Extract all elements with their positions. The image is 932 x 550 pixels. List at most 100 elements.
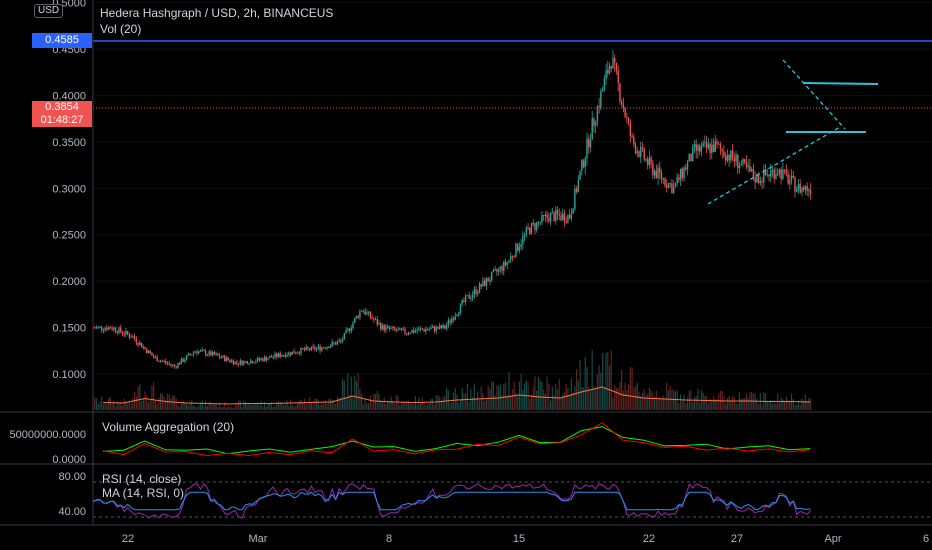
- volume-bar: [348, 395, 351, 410]
- candle-body: [433, 326, 436, 332]
- candle-body: [194, 351, 196, 353]
- volume-bar: [158, 397, 160, 410]
- candle-body: [211, 352, 214, 356]
- volume-bar: [378, 393, 380, 410]
- volume-bar: [629, 367, 631, 410]
- volume-bar: [340, 397, 342, 410]
- volume-bar: [406, 401, 408, 410]
- volume-bar: [560, 398, 562, 410]
- volume-bar: [744, 398, 746, 410]
- candle-body: [109, 327, 112, 329]
- volume-bar: [496, 385, 498, 410]
- candle-body: [792, 175, 794, 178]
- candle-body: [348, 328, 351, 331]
- volume-bar: [735, 403, 737, 410]
- candle-body: [764, 169, 767, 176]
- volume-bar: [343, 380, 345, 410]
- candle-body: [267, 358, 269, 361]
- candle-body: [343, 332, 346, 340]
- candle-body: [700, 146, 703, 152]
- volume-bar: [335, 404, 337, 410]
- candle-body: [763, 169, 765, 183]
- volume-bar: [810, 399, 812, 410]
- candle-body: [163, 361, 165, 363]
- candle-body: [217, 353, 219, 356]
- candle-body: [116, 331, 118, 333]
- volume-bar: [192, 405, 195, 410]
- volume-bar: [371, 401, 373, 410]
- rsi-title[interactable]: RSI (14, close): [102, 472, 182, 486]
- volume-legend[interactable]: Vol (20): [100, 22, 142, 36]
- volume-bar: [310, 402, 312, 410]
- volume-bar: [640, 396, 642, 410]
- candle-body: [520, 244, 522, 248]
- volume-bar: [657, 399, 659, 410]
- candle-body: [601, 89, 604, 92]
- candle-body: [638, 151, 640, 157]
- volume-bar: [728, 395, 730, 410]
- candle-body: [132, 336, 134, 338]
- volume-bar: [532, 386, 534, 410]
- volume-bar: [499, 383, 501, 410]
- candle-body: [173, 365, 176, 367]
- candle-body: [111, 328, 113, 330]
- volume-bar: [163, 396, 165, 410]
- candle-body: [411, 330, 413, 334]
- volume-bar: [203, 405, 205, 410]
- candle-body: [783, 169, 786, 171]
- candle-body: [532, 223, 534, 225]
- candle-body: [414, 330, 417, 333]
- volume-bar: [397, 396, 399, 410]
- candle-body: [227, 357, 229, 360]
- candle-body: [107, 327, 110, 330]
- volume-bar: [546, 376, 548, 410]
- level-lines[interactable]: [93, 40, 932, 109]
- symbol-title[interactable]: Hedera Hashgraph / USD, 2h, BINANCEUS: [100, 6, 334, 20]
- candle-body: [161, 360, 164, 362]
- candle-body: [128, 334, 131, 338]
- volume-bar: [293, 406, 295, 410]
- volume-bar: [631, 367, 633, 410]
- candle-body: [298, 352, 300, 354]
- currency-badge[interactable]: USD: [34, 4, 64, 18]
- candle-body: [225, 357, 228, 361]
- candle-body: [787, 173, 789, 184]
- candle-body: [463, 300, 465, 302]
- candle-body: [392, 326, 394, 329]
- candle-body: [586, 138, 588, 159]
- volume-bar: [260, 401, 262, 410]
- volume-bar: [664, 397, 666, 410]
- candle-body: [693, 143, 696, 147]
- candle-body: [191, 354, 193, 356]
- volume-aggregation-title[interactable]: Volume Aggregation (20): [102, 420, 235, 434]
- candle-body: [572, 208, 574, 214]
- candle-body: [494, 269, 496, 271]
- candle-body: [213, 352, 216, 355]
- volume-bar: [102, 404, 104, 410]
- candle-body: [364, 311, 366, 315]
- price-tick-label: 0.1000: [52, 369, 86, 381]
- volume-bar: [576, 369, 578, 410]
- candle-body: [402, 329, 404, 331]
- candle-body: [660, 173, 663, 180]
- volume-bar: [659, 396, 661, 410]
- candle-body: [544, 214, 547, 217]
- volume-bar: [621, 369, 623, 410]
- candle-body: [799, 184, 801, 193]
- volume-bar: [283, 404, 285, 410]
- volume-bar: [385, 404, 387, 410]
- volume-bar: [423, 402, 425, 410]
- volume-bar: [510, 395, 512, 410]
- rsi-ma-title[interactable]: MA (14, RSI, 0): [102, 486, 185, 500]
- candle-body: [244, 361, 247, 363]
- volume-bar: [595, 388, 597, 410]
- volume-bar: [170, 397, 172, 410]
- volume-bar: [151, 385, 153, 410]
- candle-body: [312, 346, 314, 348]
- candle-body: [289, 352, 292, 355]
- candle-body: [579, 171, 581, 180]
- volume-bar: [745, 393, 748, 410]
- pattern-lines[interactable]: [707, 59, 879, 205]
- volume-bar: [686, 397, 689, 410]
